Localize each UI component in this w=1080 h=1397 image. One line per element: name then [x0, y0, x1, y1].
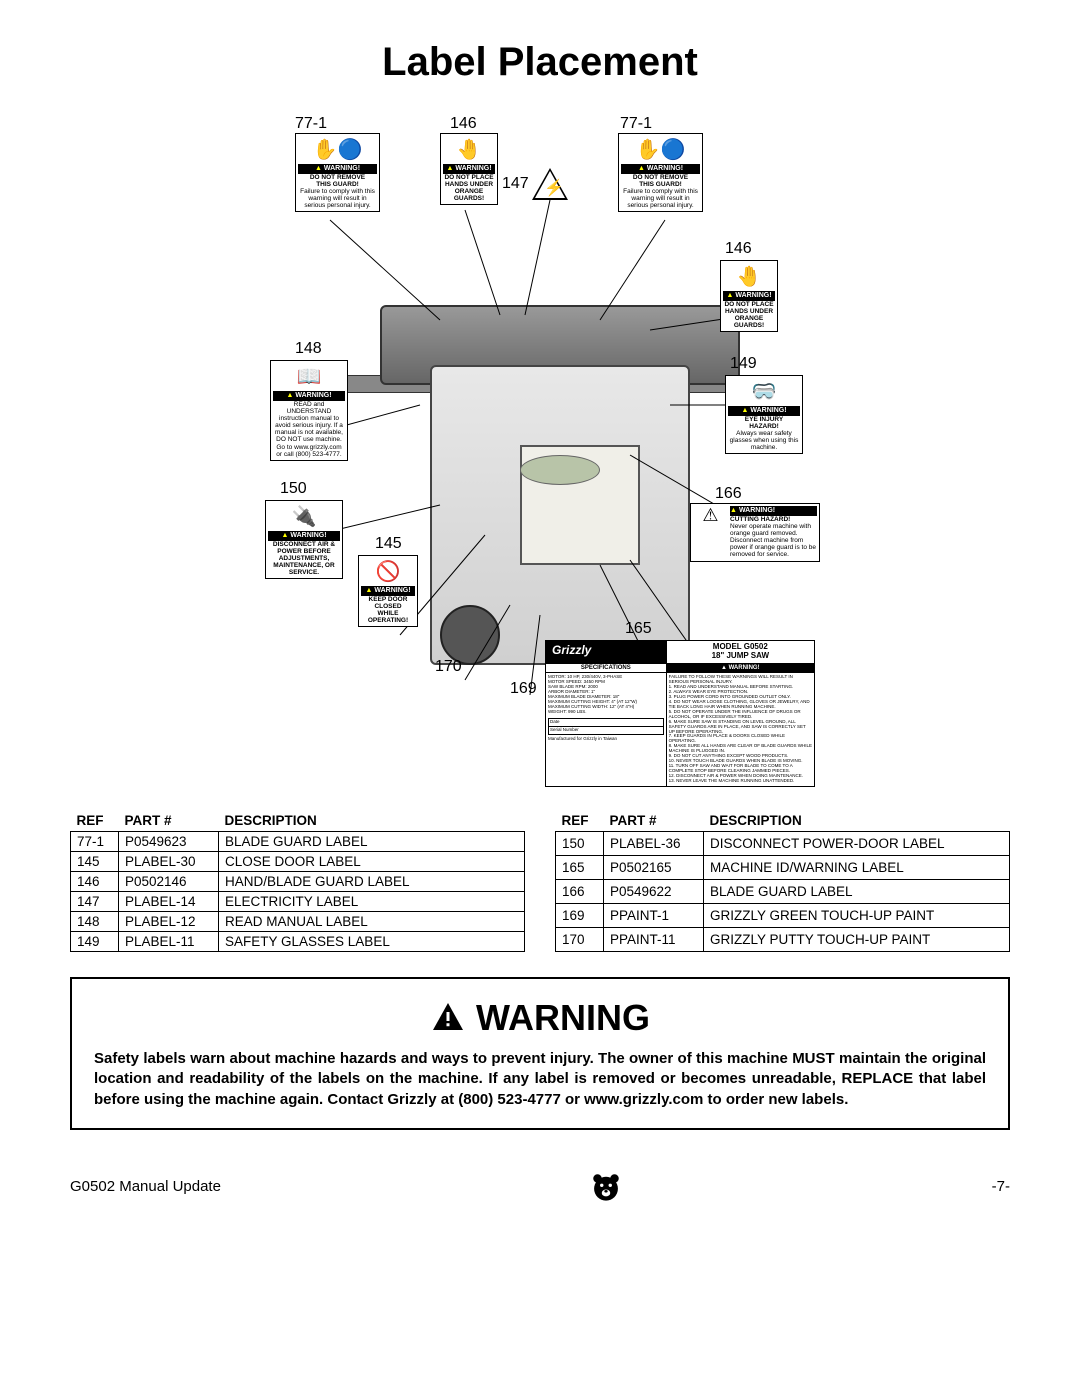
warning-triangle-icon — [430, 1000, 466, 1036]
warning-heading: WARNING — [476, 997, 650, 1039]
label-145: 🚫 WARNING! KEEP DOORCLOSEDWHILEOPERATING… — [358, 555, 418, 627]
safety-glasses-icon: 🥽 — [728, 378, 800, 406]
label-77-1-left: ✋🔵 WARNING! DO NOT REMOVETHIS GUARD! Fai… — [295, 133, 380, 212]
callout-166: 166 — [715, 485, 742, 503]
page-title: Label Placement — [70, 40, 1010, 85]
read-manual-icon: 📖 — [273, 363, 345, 391]
warning-list: FAILURE TO FOLLOW THESE WARNINGS WILL RE… — [667, 673, 814, 786]
table-row: 165P0502165MACHINE ID/WARNING LABEL — [556, 856, 1010, 880]
warning-body: Safety labels warn about machine hazards… — [94, 1049, 986, 1110]
callout-147: 147 — [502, 175, 529, 193]
grizzly-bear-icon — [589, 1170, 623, 1204]
callout-169: 169 — [510, 680, 537, 698]
footer-left: G0502 Manual Update — [70, 1178, 221, 1195]
table-row: 169PPAINT-1GRIZZLY GREEN TOUCH-UP PAINT — [556, 904, 1010, 928]
table-row: 147PLABEL-14ELECTRICITY LABEL — [71, 892, 525, 912]
parts-tables: REF PART # DESCRIPTION 77-1P0549623BLADE… — [70, 810, 1010, 952]
disconnect-power-icon: 🔌 — [268, 503, 340, 531]
label-148: 📖 WARNING! READ and UNDERSTAND instructi… — [270, 360, 348, 461]
label-146-right: 🤚 WARNING! DO NOT PLACEHANDS UNDER ORANG… — [720, 260, 778, 332]
callout-146-right: 146 — [725, 240, 752, 258]
grizzly-logo: Grizzly — [546, 641, 667, 663]
close-door-icon: 🚫 — [361, 558, 415, 586]
label-placement-diagram: 77-1 146 147 77-1 146 148 149 150 166 14… — [70, 105, 1010, 795]
hand-guard-icon: 🤚 — [723, 263, 775, 291]
callout-145: 145 — [375, 535, 402, 553]
electricity-symbol: ⚡ — [532, 168, 572, 204]
table-row: 148PLABEL-12READ MANUAL LABEL — [71, 912, 525, 932]
page-footer: G0502 Manual Update -7- — [70, 1170, 1010, 1204]
parts-table-left: REF PART # DESCRIPTION 77-1P0549623BLADE… — [70, 810, 525, 952]
table-row: 149PLABEL-11SAFETY GLASSES LABEL — [71, 932, 525, 952]
spec-list: MOTOR: 10 HP, 230/440V, 3-PHASE MOTOR SP… — [548, 675, 664, 715]
warning-block: WARNING Safety labels warn about machine… — [70, 977, 1010, 1130]
callout-170: 170 — [435, 658, 462, 676]
callout-146-top: 146 — [450, 115, 477, 133]
footer-right: -7- — [992, 1178, 1010, 1195]
callout-149: 149 — [730, 355, 757, 373]
label-166: ⚠ WARNING! CUTTING HAZARD! Never operate… — [690, 503, 820, 562]
callout-150: 150 — [280, 480, 307, 498]
hand-guard-icon: 🤚 — [443, 136, 495, 164]
callout-77-1-right: 77-1 — [620, 115, 652, 133]
label-77-1-right: ✋🔵 WARNING! DO NOT REMOVETHIS GUARD! Fai… — [618, 133, 703, 212]
table-row: 145PLABEL-30CLOSE DOOR LABEL — [71, 852, 525, 872]
label-149: 🥽 WARNING! EYE INJURYHAZARD! Always wear… — [725, 375, 803, 454]
table-row: 146P0502146HAND/BLADE GUARD LABEL — [71, 872, 525, 892]
table-row: 150PLABEL-36DISCONNECT POWER-DOOR LABEL — [556, 832, 1010, 856]
table-row: 77-1P0549623BLADE GUARD LABEL — [71, 832, 525, 852]
callout-148: 148 — [295, 340, 322, 358]
callout-165: 165 — [625, 620, 652, 638]
table-row: 166P0549622BLADE GUARD LABEL — [556, 880, 1010, 904]
saw-hand-icon: ✋🔵 — [298, 136, 377, 164]
table-row: 170PPAINT-11GRIZZLY PUTTY TOUCH-UP PAINT — [556, 928, 1010, 952]
label-150: 🔌 WARNING! DISCONNECT AIR & POWER BEFORE… — [265, 500, 343, 579]
saw-hand-icon: ✋🔵 — [621, 136, 700, 164]
cutting-hazard-icon: ⚠ — [693, 506, 728, 559]
callout-77-1-left: 77-1 — [295, 115, 327, 133]
leader-lines — [70, 105, 1010, 795]
parts-table-right: REF PART # DESCRIPTION 150PLABEL-36DISCO… — [555, 810, 1010, 952]
label-146-top: 🤚 WARNING! DO NOT PLACEHANDS UNDER ORANG… — [440, 133, 498, 205]
label-165-spec-plate: Grizzly MODEL G050218" JUMP SAW SPECIFIC… — [545, 640, 815, 787]
